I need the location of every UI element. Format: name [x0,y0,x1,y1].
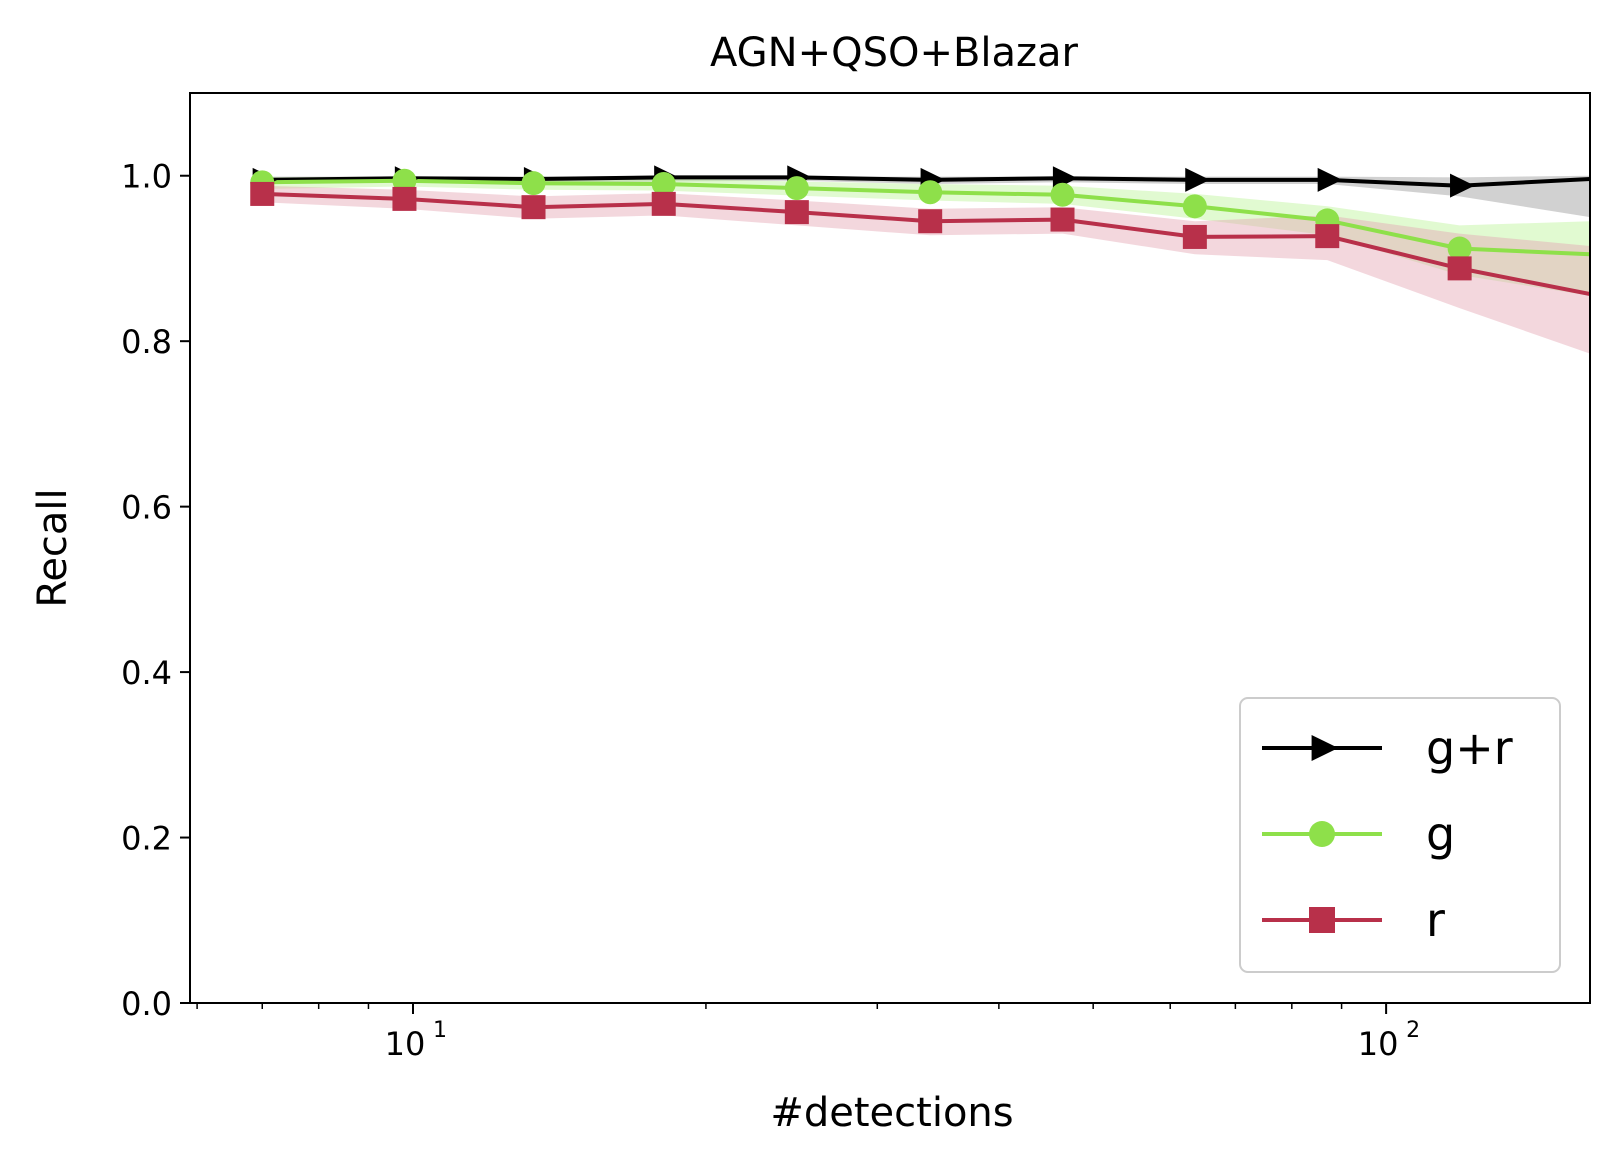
point-g-5 [918,180,943,205]
y-tick-label: 1.0 [121,158,172,196]
y-tick-label: 0.2 [121,820,172,858]
point-r-3 [651,191,676,216]
legend: g+r gr [1239,697,1561,973]
point-g-6 [1050,182,1075,207]
legend-box [1239,697,1561,973]
point-g-4 [784,176,809,201]
plot-frame [189,92,1591,1004]
x-tick-label: 10 [1358,1025,1399,1063]
band-g [262,176,1590,296]
legend-marker-g [1309,821,1335,847]
point-g+r-8 [1317,167,1343,192]
point-g+r-7 [1185,167,1210,192]
legend-marker-r [1309,907,1335,933]
point-r-0 [250,181,275,206]
point-r-9 [1447,256,1472,281]
x-tick-label: 10 [385,1025,426,1063]
point-r-1 [392,186,417,211]
x-tick-exponent: 2 [1406,1018,1420,1043]
legend-label-g: g [1426,807,1455,861]
point-r-4 [784,200,809,225]
point-g-3 [651,172,676,196]
point-r-2 [521,195,546,220]
series-markers [250,165,1475,281]
x-axis-label: #detections [770,1090,1013,1136]
x-tick-exponent: 1 [433,1018,447,1043]
chart-title: AGN+QSO+Blazar [710,30,1079,76]
legend-label-r: r [1426,893,1445,947]
legend-label-g+r: g+r [1426,721,1513,775]
y-tick-label: 0.6 [121,489,172,527]
point-g-1 [392,168,417,193]
legend-marker-g+r [1311,735,1339,761]
point-r-8 [1315,224,1340,249]
point-r-5 [918,209,943,234]
x-axis: 10 1 10 2 [196,1003,1420,1063]
point-g-2 [521,171,546,196]
y-tick-label: 0.8 [121,323,172,361]
y-axis-label: Recall [30,488,76,607]
y-tick-label: 0.0 [121,985,172,1023]
point-g-9 [1447,236,1472,261]
y-tick-label: 0.4 [121,654,172,692]
band-r [262,185,1590,354]
point-r-6 [1050,207,1075,232]
y-axis: 0.0 0.2 0.4 0.6 0.8 1.0 [121,158,190,1023]
point-g-7 [1182,194,1207,219]
point-r-7 [1182,224,1207,249]
point-g+r-9 [1450,173,1475,198]
